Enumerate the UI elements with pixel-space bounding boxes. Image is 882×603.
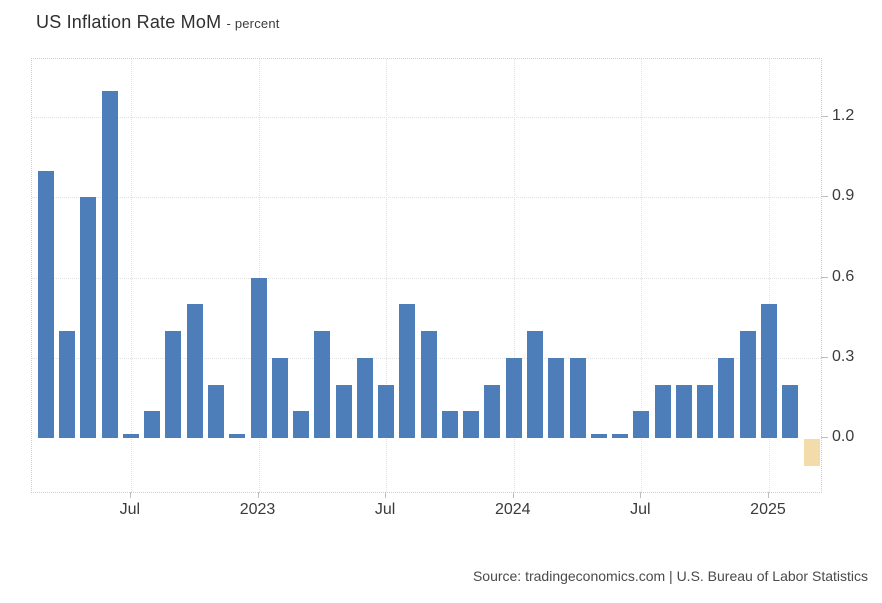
x-tick-label: Jul xyxy=(374,501,396,518)
bar-mar-2022[interactable] xyxy=(37,170,54,438)
source-attribution: Source: tradingeconomics.com | U.S. Bure… xyxy=(472,568,868,584)
x-tick-label: Jul xyxy=(630,501,651,518)
bar-jul-2022[interactable] xyxy=(122,434,139,438)
x-gridline xyxy=(258,59,260,492)
bar-may-2024[interactable] xyxy=(590,434,607,438)
x-tick-mark xyxy=(385,492,387,498)
bar-feb-2023[interactable] xyxy=(271,357,288,438)
bar-jul-2023[interactable] xyxy=(378,384,395,438)
y-tick-mark xyxy=(821,437,828,438)
bar-jun-2023[interactable] xyxy=(356,357,373,438)
y-tick-mark xyxy=(821,196,828,198)
bar-nov-2022[interactable] xyxy=(207,384,224,438)
x-tick-mark xyxy=(257,492,259,498)
bar-apr-2023[interactable] xyxy=(314,331,331,438)
x-gridline xyxy=(641,59,643,492)
bar-mar-2025[interactable] xyxy=(803,439,820,466)
chart-subtitle: - percent xyxy=(226,16,280,31)
chart-title-text: US Inflation Rate MoM xyxy=(36,12,222,32)
y-tick-mark xyxy=(821,116,828,118)
bar-may-2023[interactable] xyxy=(335,384,352,438)
y-tick-label: 0.6 xyxy=(832,267,855,285)
bar-may-2022[interactable] xyxy=(80,197,97,438)
y-tick-label: 0.9 xyxy=(832,187,855,205)
x-tick-label: Jul xyxy=(119,501,141,518)
y-tick-label: 1.2 xyxy=(832,107,855,125)
bar-jan-2025[interactable] xyxy=(760,304,777,438)
bar-jul-2024[interactable] xyxy=(633,411,650,438)
bar-aug-2022[interactable] xyxy=(144,411,161,438)
y-tick-label: 0.0 xyxy=(832,428,855,445)
chart-title: US Inflation Rate MoM - percent xyxy=(36,12,280,33)
bar-sep-2023[interactable] xyxy=(420,331,437,438)
x-tick-label: 2025 xyxy=(750,501,786,518)
bar-feb-2024[interactable] xyxy=(527,331,543,438)
x-gridline xyxy=(513,59,515,492)
x-tick-mark xyxy=(512,492,514,498)
x-tick-mark xyxy=(640,492,642,498)
bar-mar-2024[interactable] xyxy=(548,357,565,438)
bar-nov-2024[interactable] xyxy=(718,357,735,438)
y-tick-label: 0.3 xyxy=(832,347,855,365)
y-tick-mark xyxy=(821,356,828,358)
x-gridline xyxy=(386,59,388,492)
bar-sep-2024[interactable] xyxy=(675,384,692,438)
bar-sep-2022[interactable] xyxy=(165,331,182,438)
bar-jan-2023[interactable] xyxy=(250,277,267,438)
bar-oct-2023[interactable] xyxy=(441,411,458,438)
x-gridline xyxy=(768,59,770,492)
bar-dec-2022[interactable] xyxy=(229,434,246,438)
x-tick-mark xyxy=(767,492,769,498)
x-tick-mark xyxy=(129,492,131,498)
x-gridline xyxy=(130,59,132,492)
y-tick-mark xyxy=(821,276,828,278)
y-gridline xyxy=(32,197,821,199)
bar-feb-2025[interactable] xyxy=(782,384,799,438)
bar-nov-2023[interactable] xyxy=(463,411,480,438)
bar-oct-2024[interactable] xyxy=(697,384,714,438)
bar-aug-2023[interactable] xyxy=(399,304,416,438)
bar-dec-2024[interactable] xyxy=(739,331,756,438)
bar-dec-2023[interactable] xyxy=(484,384,501,438)
bar-oct-2022[interactable] xyxy=(186,304,203,438)
bar-jun-2024[interactable] xyxy=(612,434,629,438)
bar-mar-2023[interactable] xyxy=(293,411,310,438)
plot-area xyxy=(31,58,822,493)
bar-apr-2024[interactable] xyxy=(569,357,586,438)
bar-aug-2024[interactable] xyxy=(654,384,671,438)
x-tick-label: 2024 xyxy=(494,501,531,518)
bar-apr-2022[interactable] xyxy=(59,331,76,438)
y-gridline xyxy=(32,117,821,119)
bar-jun-2022[interactable] xyxy=(101,90,118,438)
y-gridline xyxy=(32,277,821,279)
x-tick-label: 2023 xyxy=(239,501,276,518)
bar-jan-2024[interactable] xyxy=(505,357,522,438)
